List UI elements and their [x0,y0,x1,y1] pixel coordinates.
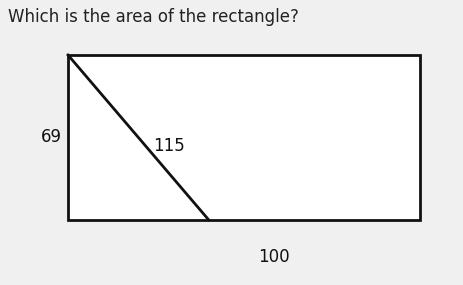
Text: 100: 100 [257,248,289,266]
Text: 115: 115 [153,137,185,155]
Text: 69: 69 [41,129,62,146]
Text: Which is the area of the rectangle?: Which is the area of the rectangle? [8,8,298,26]
Bar [68,55,419,220]
